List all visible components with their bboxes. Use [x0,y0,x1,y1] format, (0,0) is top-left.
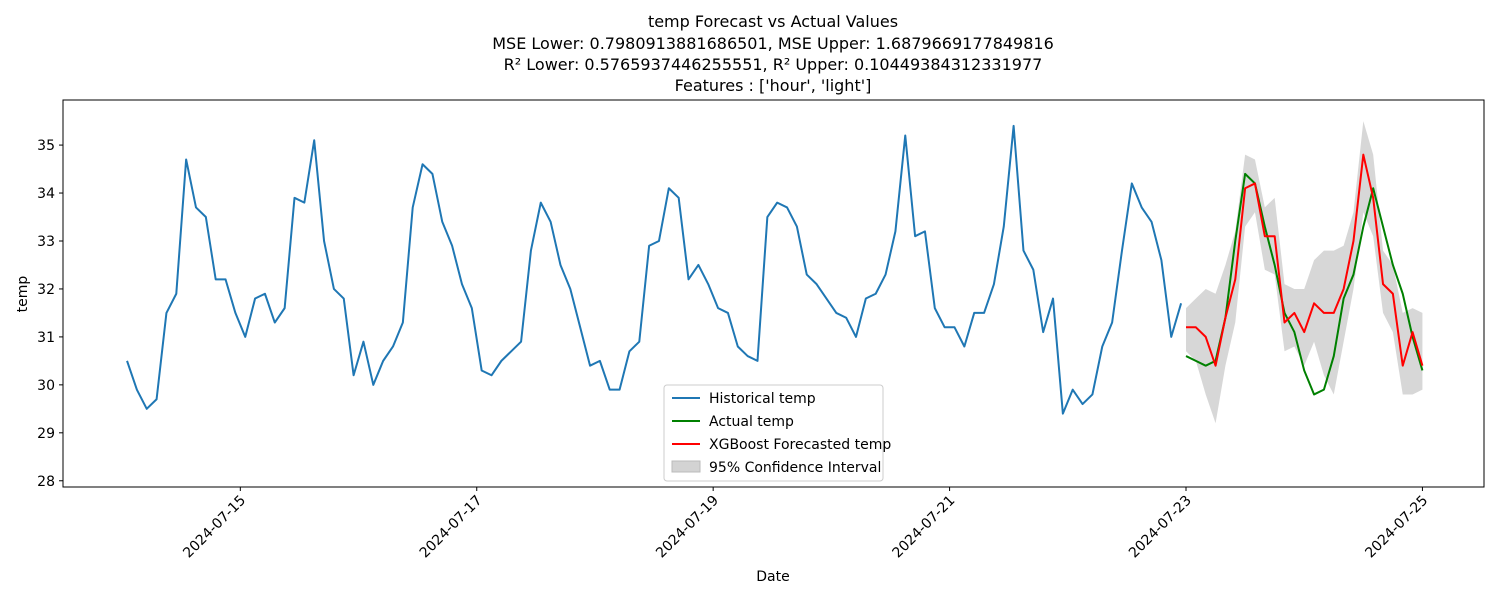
y-axis-label: temp [15,276,31,313]
legend-label: Historical temp [709,391,816,407]
x-axis-label: Date [756,569,789,585]
series-line [1186,153,1424,367]
chart-subtitle: MSE Lower: 0.7980913881686501, MSE Upper… [492,34,1054,53]
legend-label: XGBoost Forecasted temp [709,437,891,453]
legend-label: 95% Confidence Interval [709,460,881,476]
legend-frame [663,384,884,482]
series-line [126,124,1183,415]
chart-title: temp Forecast vs Actual Values [648,12,898,31]
y-tick-label: 33 [37,234,55,250]
chart-subtitle: Features : ['hour', 'light'] [675,76,872,95]
legend: Historical temp Actual temp XGBoost Foreca… [663,384,891,482]
y-tick-label: 29 [37,426,55,442]
y-tick-label: 32 [37,282,55,298]
legend-swatch [671,460,701,473]
chart-subtitle: R² Lower: 0.5765937446255551, R² Upper: … [504,55,1043,74]
y-tick-label: 30 [37,378,55,394]
y-tick-label: 31 [37,330,55,346]
y-tick-label: 28 [37,474,55,490]
y-tick-label: 35 [37,138,55,154]
legend-label: Actual temp [709,414,794,430]
y-tick-label: 34 [37,186,55,202]
plot-frame [62,99,1485,488]
